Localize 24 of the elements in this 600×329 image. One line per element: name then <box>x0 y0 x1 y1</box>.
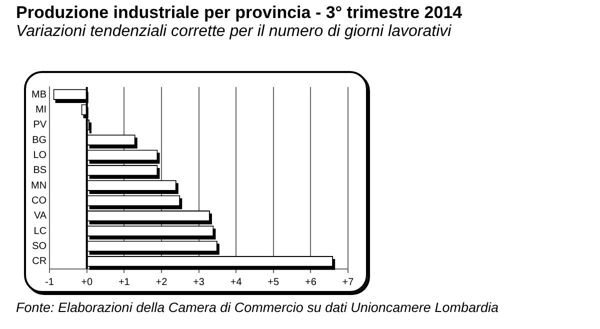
y-tick-label: BS <box>33 165 47 176</box>
y-tick-label: SO <box>32 241 47 252</box>
x-tick-label: +1 <box>118 276 130 288</box>
y-tick-label: MB <box>32 89 47 100</box>
x-tick-label: +4 <box>230 276 242 288</box>
y-tick-label: VA <box>34 210 47 222</box>
chart-subtitle: Variazioni tendenziali corrette per il numero di giorni lavorativi <box>16 23 452 41</box>
x-tick-label: +0 <box>81 276 93 288</box>
y-tick-label: MI <box>35 104 47 116</box>
x-tick-label: +2 <box>156 276 168 288</box>
y-tick-label: PV <box>33 120 47 131</box>
x-tick-label: -1 <box>45 276 54 288</box>
y-tick-label: LO <box>33 150 47 161</box>
y-tick-label: BG <box>32 134 47 146</box>
y-tick-label: LC <box>34 226 47 237</box>
y-tick-label: CR <box>32 256 47 268</box>
x-tick-label: +7 <box>342 276 354 288</box>
y-tick-label: MN <box>30 180 47 192</box>
source-note: Fonte: Elaborazioni della Camera di Commercio su dati Unioncamere Lombardia <box>16 300 498 315</box>
x-tick-label: +3 <box>193 276 205 288</box>
chart-title: Produzione industriale per provincia - 3° trimestre 2014 <box>16 3 462 23</box>
x-tick-label: +6 <box>304 276 317 288</box>
x-tick-label: +5 <box>268 276 280 288</box>
y-tick-label: CO <box>32 196 47 206</box>
